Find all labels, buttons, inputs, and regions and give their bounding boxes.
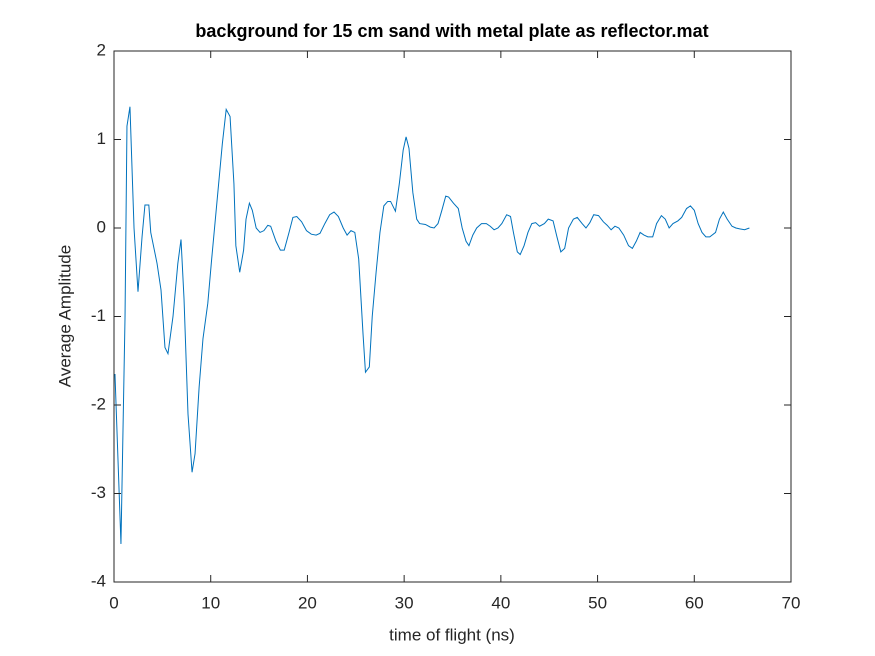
y-tick-label: -2 <box>91 394 106 413</box>
x-tick-label: 10 <box>201 593 220 612</box>
x-tick-label: 20 <box>298 593 317 612</box>
data-line <box>114 106 750 544</box>
x-axis-label: time of flight (ns) <box>389 625 515 644</box>
x-tick-label: 70 <box>782 593 801 612</box>
x-tick-label: 50 <box>588 593 607 612</box>
y-tick-label: 0 <box>97 217 106 236</box>
y-tick-label: -1 <box>91 306 106 325</box>
x-tick-label: 60 <box>685 593 704 612</box>
chart-title: background for 15 cm sand with metal pla… <box>195 21 708 41</box>
x-tick-label: 30 <box>395 593 414 612</box>
y-axis-label: Average Amplitude <box>55 245 74 387</box>
y-tick-label: -4 <box>91 571 106 590</box>
y-tick-label: 1 <box>97 129 106 148</box>
y-tick-label: 2 <box>97 40 106 59</box>
x-tick-label: 0 <box>109 593 118 612</box>
x-tick-label: 40 <box>491 593 510 612</box>
y-tick-label: -3 <box>91 483 106 502</box>
